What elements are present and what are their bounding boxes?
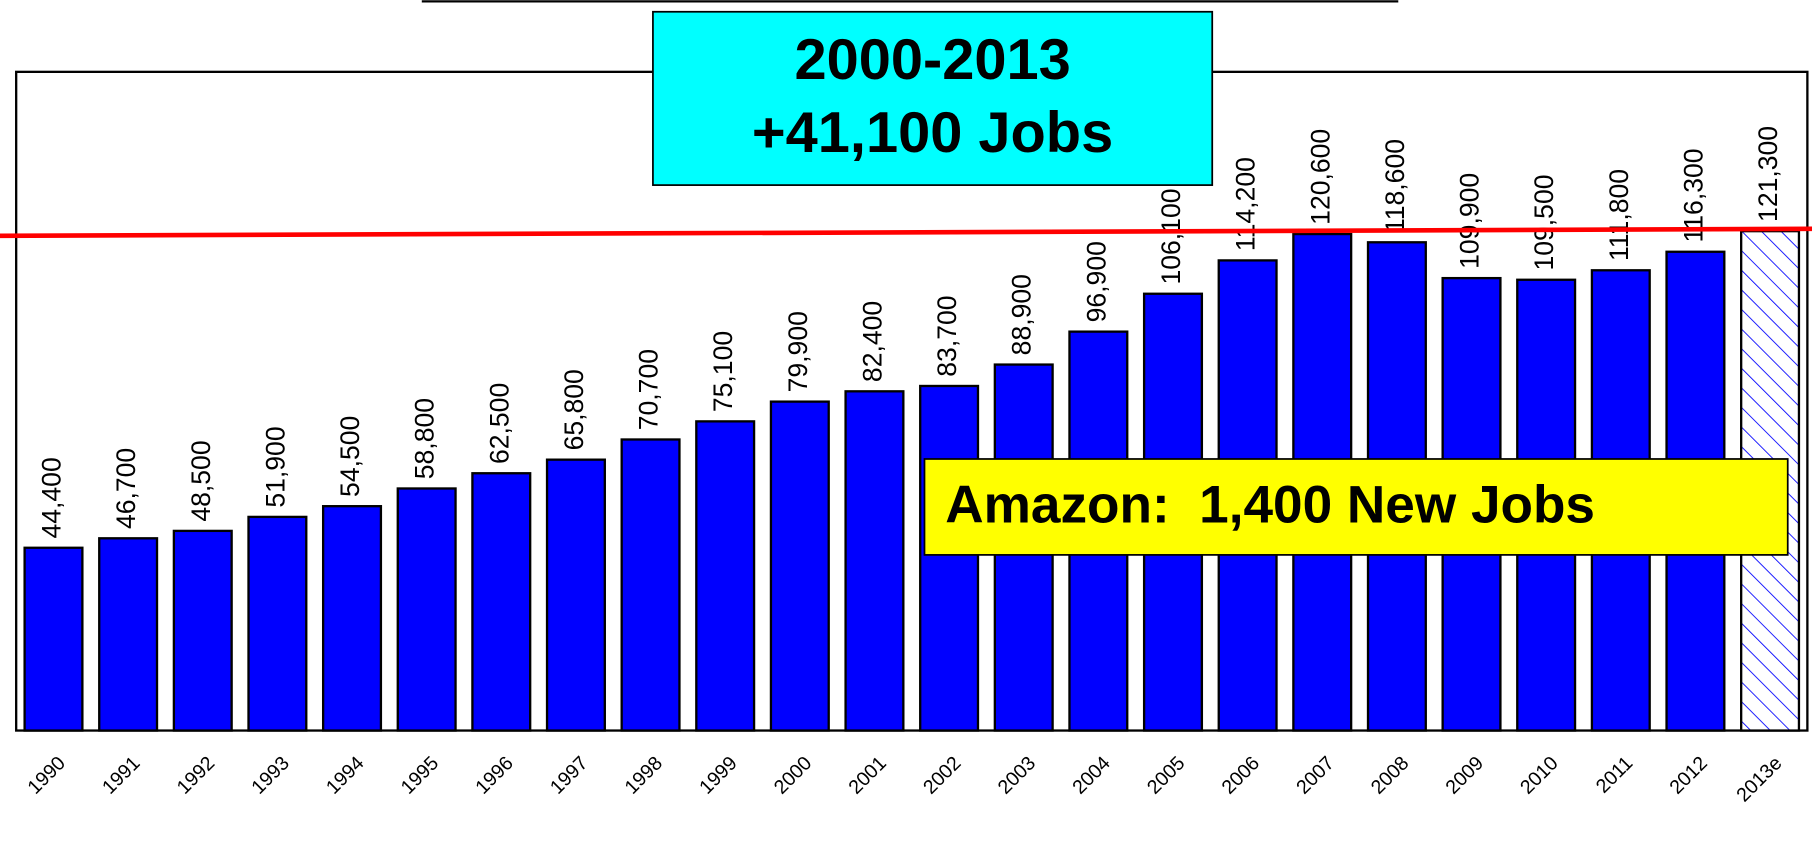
x-tick-label: 1992 bbox=[173, 752, 219, 798]
x-tick-label: 2007 bbox=[1292, 752, 1338, 798]
bar bbox=[172, 529, 233, 732]
annotation-box bbox=[652, 10, 1214, 186]
x-tick-label: 1995 bbox=[397, 752, 443, 798]
bar bbox=[247, 515, 308, 732]
value-label: 51,900 bbox=[260, 426, 290, 507]
bar bbox=[396, 487, 457, 732]
value-label: 121,300 bbox=[1753, 126, 1783, 222]
annotations: 2000-2013 +41,100 Jobs Amazon: 1,400 New… bbox=[652, 10, 1789, 556]
bar bbox=[844, 390, 905, 732]
bar bbox=[769, 400, 830, 732]
value-label: 106,100 bbox=[1156, 188, 1186, 284]
value-label: 120,600 bbox=[1305, 129, 1335, 225]
value-label: 82,400 bbox=[857, 301, 887, 382]
value-label: 75,100 bbox=[708, 331, 738, 412]
bar bbox=[23, 546, 84, 732]
x-tick-label: 2008 bbox=[1367, 752, 1413, 798]
value-label: 58,800 bbox=[410, 398, 440, 479]
bar bbox=[695, 420, 756, 732]
bar bbox=[545, 458, 606, 732]
x-tick-label: 1999 bbox=[695, 752, 741, 798]
x-tick-label: 1993 bbox=[247, 752, 293, 798]
value-label: 44,400 bbox=[37, 457, 67, 538]
bar bbox=[321, 505, 383, 732]
value-label: 116,300 bbox=[1678, 148, 1708, 242]
x-tick-label: 2001 bbox=[844, 752, 890, 798]
value-label: 65,800 bbox=[559, 369, 589, 450]
value-label: 70,700 bbox=[634, 349, 664, 430]
bar bbox=[471, 472, 532, 732]
x-tick-label: 1997 bbox=[546, 752, 592, 798]
value-label: 62,500 bbox=[484, 383, 514, 464]
value-label: 54,500 bbox=[335, 416, 365, 497]
value-label: 48,500 bbox=[186, 440, 216, 521]
x-tick-label: 2011 bbox=[1592, 752, 1637, 797]
value-label: 111,800 bbox=[1604, 169, 1634, 261]
x-tick-label: 2012 bbox=[1665, 752, 1711, 798]
x-tick-label: 1998 bbox=[621, 752, 667, 798]
x-tick-label: 2013e bbox=[1732, 752, 1786, 806]
annotation: +41,100 Jobs bbox=[752, 101, 1113, 165]
x-tick-label: 1994 bbox=[322, 752, 368, 798]
x-tick-label: 2005 bbox=[1143, 752, 1189, 798]
bar bbox=[98, 537, 159, 732]
value-label: 79,900 bbox=[783, 311, 813, 392]
value-label: 109,900 bbox=[1455, 173, 1485, 269]
value-label: 109,500 bbox=[1529, 174, 1559, 270]
value-label: 118,600 bbox=[1380, 139, 1410, 233]
x-tick-label: 2009 bbox=[1442, 752, 1488, 798]
value-label: 46,700 bbox=[111, 448, 141, 529]
x-tick-label: 1996 bbox=[471, 752, 517, 798]
value-label: 96,900 bbox=[1081, 241, 1111, 322]
value-label: 114,200 bbox=[1231, 157, 1261, 251]
annotation-box bbox=[923, 458, 1789, 556]
x-tick-label: 2006 bbox=[1218, 752, 1264, 798]
reference-line bbox=[0, 226, 1812, 239]
x-tick-label: 2010 bbox=[1516, 752, 1562, 798]
value-label: 88,900 bbox=[1007, 274, 1037, 355]
x-tick-label: 2003 bbox=[994, 752, 1040, 798]
value-label: 83,700 bbox=[932, 295, 962, 376]
bar bbox=[919, 384, 980, 732]
x-tick-label: 2004 bbox=[1068, 752, 1114, 798]
x-tick-label: 1990 bbox=[24, 752, 70, 798]
bar bbox=[620, 438, 681, 732]
x-tick-label: 2000 bbox=[770, 752, 816, 798]
annotation: 2000-2013 bbox=[794, 28, 1070, 92]
x-tick-label: 2002 bbox=[919, 752, 965, 798]
x-tick-label: 1991 bbox=[98, 752, 144, 798]
annotation: Amazon: 1,400 New Jobs bbox=[945, 476, 1595, 535]
